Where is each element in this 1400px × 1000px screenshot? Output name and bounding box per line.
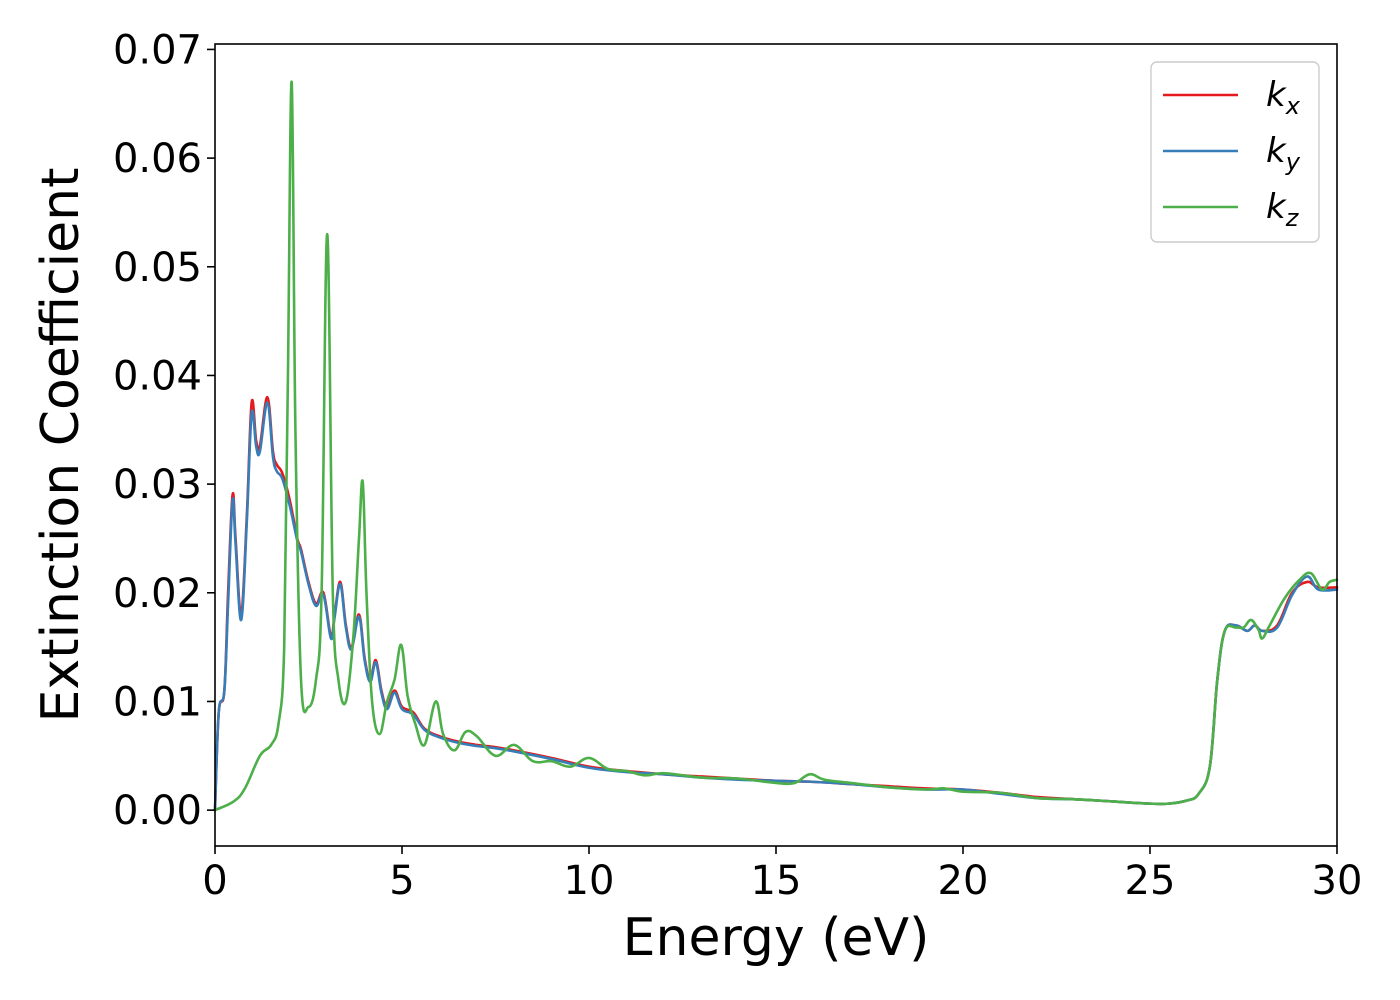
- legend-label-kz: kz: [1266, 187, 1300, 232]
- x-axis: 0 5 10 15 20 25 30: [202, 846, 1362, 904]
- y-tick-label: 0.04: [113, 353, 202, 399]
- y-axis-label: Extinction Coefficient: [31, 168, 91, 723]
- legend-label-kx: kx: [1266, 75, 1301, 120]
- y-tick-label: 0.00: [113, 788, 202, 834]
- legend-label-subscript: y: [1285, 148, 1301, 176]
- legend-label-subscript: x: [1285, 92, 1301, 120]
- y-tick-label: 0.03: [113, 462, 202, 508]
- x-tick-label: 10: [564, 858, 615, 904]
- x-tick-label: 30: [1312, 858, 1363, 904]
- series-line-kz: [213, 80, 1339, 812]
- y-tick-label: 0.01: [113, 679, 202, 725]
- y-tick-label: 0.05: [113, 245, 202, 291]
- legend-label-base: k: [1266, 131, 1287, 171]
- x-tick-label: 15: [751, 858, 802, 904]
- y-axis: 0.00 0.01 0.02 0.03 0.04 0.05 0.06 0.07: [113, 27, 215, 834]
- y-tick-label: 0.07: [113, 27, 202, 73]
- x-tick-label: 20: [938, 858, 989, 904]
- legend-label-base: k: [1266, 75, 1287, 115]
- x-tick-label: 5: [389, 858, 414, 904]
- x-axis-label: Energy (eV): [623, 908, 930, 968]
- series-line-kx: [213, 395, 1339, 812]
- legend-label-base: k: [1266, 187, 1287, 227]
- x-tick-label: 25: [1125, 858, 1176, 904]
- y-tick-label: 0.06: [113, 136, 202, 182]
- series-layer: [213, 80, 1339, 812]
- x-tick-label: 0: [202, 858, 227, 904]
- legend-label-subscript: z: [1285, 204, 1300, 232]
- series-line-ky: [213, 401, 1339, 812]
- legend-label-ky: ky: [1266, 131, 1301, 176]
- y-tick-label: 0.02: [113, 571, 202, 617]
